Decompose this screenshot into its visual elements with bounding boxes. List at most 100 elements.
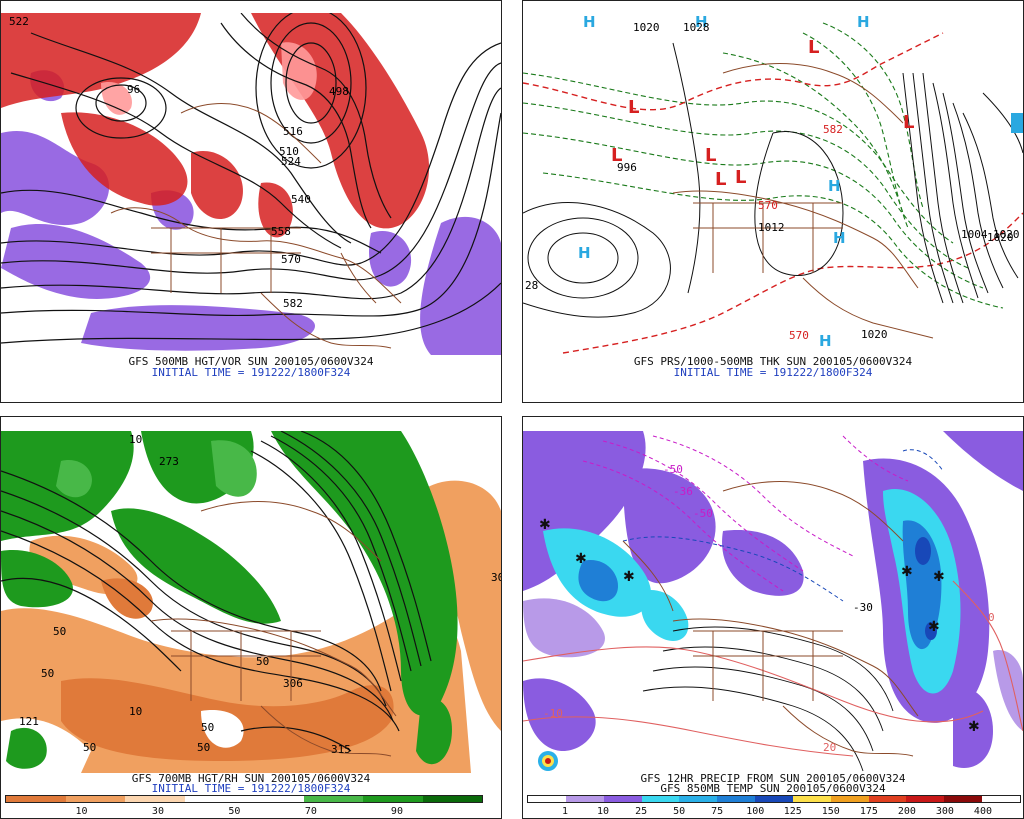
contour-label: 50 — [197, 741, 210, 754]
colorbar-swatch — [906, 796, 945, 802]
very-heavy-precip-fill — [915, 537, 937, 640]
colorbar-swatch — [125, 796, 185, 802]
high-center: H — [578, 244, 591, 262]
contour-label: 0 — [988, 611, 995, 624]
colorbar-tick: 10 — [597, 806, 610, 817]
map-pressure-thickness: L L L L L L L H H H H H H H 1020 1028 28 — [523, 13, 1023, 355]
colorbar-swatch — [944, 796, 983, 802]
cold-temp-contours — [582, 435, 909, 592]
contour-label: 570 — [789, 329, 809, 342]
snow-icon: ✱ — [968, 719, 980, 735]
colorbar-swatch — [65, 796, 125, 802]
contour-label: 558 — [271, 225, 291, 238]
contour-label: 50 — [201, 721, 214, 734]
contour-label: -50 — [693, 507, 713, 520]
panel-subtitle: GFS 850MB TEMP SUN 200105/0600V324 — [660, 782, 886, 795]
colorbar-swatch — [303, 796, 363, 802]
panel-title: GFS 12HR PRECIP FROM SUN 200105/0600V324 — [640, 772, 906, 785]
contour-label: 582 — [283, 297, 303, 310]
initial-time: INITIAL TIME = 191222/1800F324 — [673, 366, 873, 379]
contour-label: 28 — [525, 279, 538, 292]
map-500mb-vorticity: 522 96 498 516 510 524 540 558 570 582 — [1, 13, 501, 355]
height-contours — [1, 431, 432, 752]
contour-label: 522 — [9, 15, 29, 28]
moist-light-fill — [56, 440, 257, 498]
snow-icon: ✱ — [933, 569, 945, 585]
colorbar-tick: 1 — [562, 806, 569, 817]
coastlines — [110, 103, 402, 349]
low-center: L — [628, 97, 639, 118]
heavy-precip-fill — [578, 520, 942, 650]
contour-label: 10 — [129, 433, 142, 446]
panel-700mb-rh: 273 10 50 50 50 121 10 50 50 315 30 306 … — [0, 416, 502, 819]
isobars — [523, 42, 1023, 318]
high-center-edge — [1011, 113, 1023, 133]
colorbar-tick: 125 — [783, 806, 802, 817]
initial-time: INITIAL TIME = 191222/1800F324 — [151, 782, 351, 795]
high-pressure-centers: H H H H H H H — [578, 13, 870, 350]
panel-pressure-thickness: L L L L L L L H H H H H H H 1020 1028 28 — [522, 0, 1024, 403]
colorbar-tick: 25 — [635, 806, 648, 817]
contour-label: 540 — [291, 193, 311, 206]
colorbar-swatch — [641, 796, 680, 802]
precip-map-svg: ✱ ✱ ✱ ✱ ✱ ✱ ✱ -50 -36 -50 -30 -10 0 20 — [523, 431, 1023, 773]
colorbar-swatch — [830, 796, 869, 802]
colorbar-tick: 175 — [859, 806, 878, 817]
colorbar-swatch — [528, 796, 566, 802]
colorbar-tick: 50 — [228, 806, 241, 817]
colorbar-swatch — [6, 796, 66, 802]
colorbar-swatch — [755, 796, 793, 802]
coastlines — [150, 501, 397, 757]
high-center: H — [695, 13, 708, 31]
low-center: L — [715, 169, 726, 190]
thickness-contours — [523, 22, 1004, 309]
contour-label: 1004 — [961, 228, 988, 241]
rh-colorbar-ticks: 10 30 50 70 90 — [5, 806, 483, 817]
contour-label: 516 — [283, 125, 303, 138]
snow-icon: ✱ — [539, 517, 551, 533]
contour-label: 30 — [491, 571, 501, 584]
colorbar-swatch — [363, 796, 423, 802]
rh-map-svg: 273 10 50 50 50 121 10 50 50 315 30 306 … — [1, 431, 501, 773]
panel-title: GFS 500MB HGT/VOR SUN 200105/0600V324 — [128, 355, 374, 368]
low-center: L — [903, 112, 914, 133]
contour-label: 315 — [331, 743, 351, 756]
warm-temp-contours — [523, 580, 1023, 757]
contour-label: -36 — [673, 485, 693, 498]
map-precip-temp: ✱ ✱ ✱ ✱ ✱ ✱ ✱ -50 -36 -50 -30 -10 0 20 — [523, 431, 1023, 773]
contour-label: 1020 — [633, 21, 660, 34]
contour-label: 524 — [281, 155, 301, 168]
contour-label: 1012 — [758, 221, 785, 234]
vorticity-map-svg: 522 96 498 516 510 524 540 558 570 582 — [1, 13, 501, 355]
contour-label: 1020 — [993, 228, 1020, 241]
contour-label: 570 — [758, 199, 778, 212]
colorbar-swatch — [422, 796, 482, 802]
moist-fill — [1, 431, 458, 769]
colorbar-swatch — [603, 796, 642, 802]
colorbar-tick: 30 — [151, 806, 164, 817]
low-center: L — [705, 145, 716, 166]
contour-label: 50 — [256, 655, 269, 668]
coastlines — [672, 63, 934, 339]
panel-title: GFS 700MB HGT/RH SUN 200105/0600V324 — [131, 772, 371, 785]
low-center: L — [808, 37, 819, 58]
contour-label: 1020 — [987, 231, 1014, 244]
colorbar-swatch — [184, 796, 244, 802]
contour-label: 570 — [281, 253, 301, 266]
colorbar-tick: 300 — [935, 806, 954, 817]
colorbar-tick: 10 — [75, 806, 88, 817]
colorbar-swatch — [868, 796, 907, 802]
initial-time: INITIAL TIME = 191222/1800F324 — [151, 366, 351, 379]
contour-label: 1020 — [861, 328, 888, 341]
colorbar-tick: 150 — [821, 806, 840, 817]
contour-label: 50 — [53, 625, 66, 638]
contour-label: 273 — [159, 455, 179, 468]
contour-label: 20 — [823, 741, 836, 754]
colorbar-swatch — [717, 796, 756, 802]
contour-label: 306 — [283, 677, 303, 690]
map-700mb-rh: 273 10 50 50 50 121 10 50 50 315 30 306 … — [1, 431, 501, 773]
high-center: H — [857, 13, 870, 31]
freezing-contours — [622, 449, 944, 602]
colorbar-tick: 50 — [673, 806, 686, 817]
trace-precip-fill — [523, 598, 1023, 731]
